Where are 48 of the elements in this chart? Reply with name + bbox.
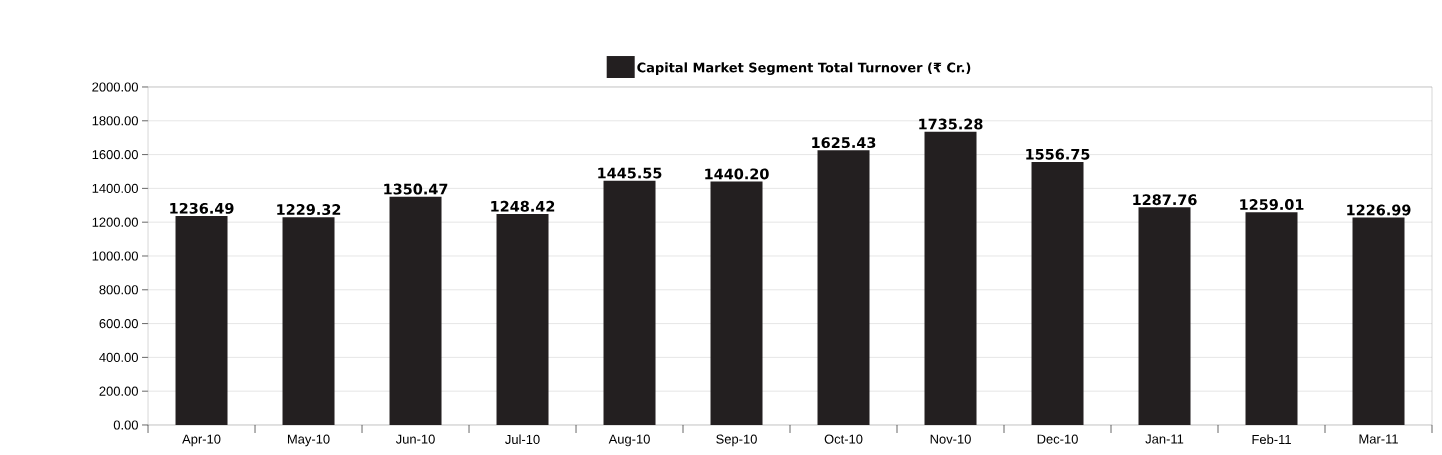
bar [1031,161,1084,425]
bar [282,217,335,425]
y-tick-label: 800.00 [99,285,138,295]
bar [817,150,870,425]
bar [1138,207,1191,425]
data-label: 1445.55 [598,167,662,179]
x-tick-label: Sep-10 [716,434,757,447]
bar [496,214,549,425]
y-tick-label: 0.00 [113,420,138,430]
data-label: 1556.75 [1026,148,1090,160]
x-tick-label: Jan-11 [1145,434,1184,444]
bar [710,181,763,425]
y-tick-label: 1600.00 [92,150,138,160]
bar [389,196,442,425]
x-tick-label: Apr-10 [182,434,221,447]
bar [175,216,228,425]
data-label: 1625.43 [812,137,876,149]
y-tick-label: 600.00 [99,319,138,329]
y-tick-label: 1800.00 [92,116,138,126]
legend-label: Capital Market Segment Total Turnover (₹ Cr.) [637,62,971,75]
data-label: 1226.99 [1347,204,1411,216]
data-label: 1259.01 [1240,199,1304,211]
y-tick-label: 2000.00 [92,82,138,92]
x-tick-label: Nov-10 [930,434,971,444]
data-label: 1248.42 [491,200,555,212]
x-tick-label: Mar-11 [1359,434,1398,444]
data-label: 1350.47 [384,183,448,195]
x-tick-label: May-10 [287,434,330,447]
data-label: 1229.32 [277,204,341,216]
bar [603,180,656,425]
data-label: 1236.49 [170,202,234,214]
y-tick-label: 1200.00 [92,217,138,227]
x-tick-label: Dec-10 [1037,434,1078,444]
x-tick-label: Jul-10 [505,434,540,445]
x-tick-label: Feb-11 [1252,434,1291,445]
bar [1352,217,1405,425]
bar [924,131,977,425]
x-tick-label: Oct-10 [824,434,863,444]
bar [1245,212,1298,425]
data-label: 1440.20 [705,168,769,180]
y-tick-label: 1400.00 [92,183,138,193]
data-label: 1735.28 [919,118,983,130]
y-tick-label: 1000.00 [92,251,138,261]
x-tick-label: Aug-10 [608,434,650,447]
x-tick-label: Jun-10 [395,434,435,444]
data-label: 1287.76 [1133,194,1197,206]
y-tick-label: 400.00 [99,352,138,362]
y-tick-label: 200.00 [99,386,138,396]
